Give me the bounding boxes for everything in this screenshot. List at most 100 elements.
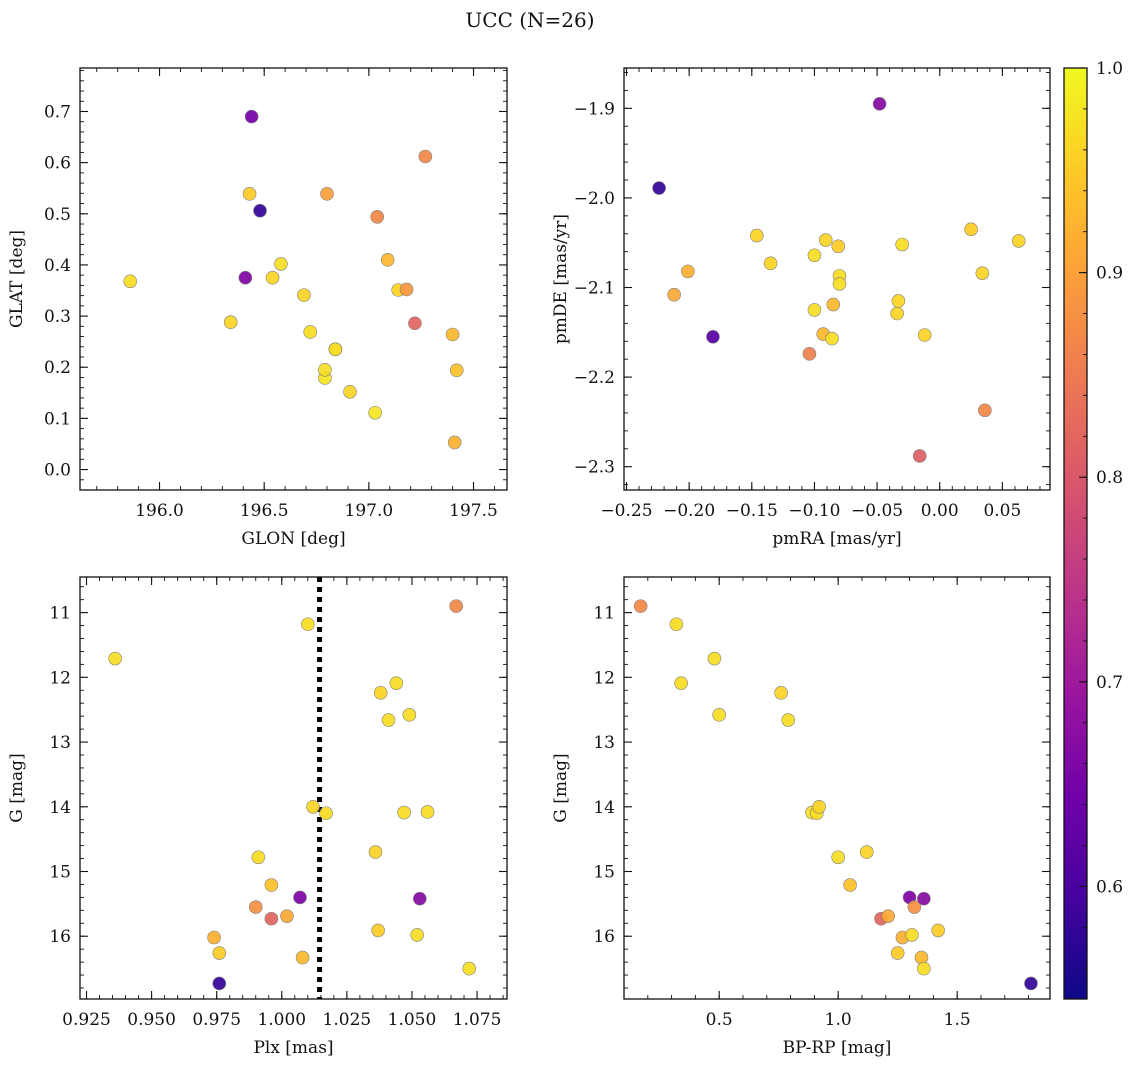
data-point bbox=[891, 294, 906, 308]
data-point bbox=[914, 950, 929, 965]
y-axis-label: G [mag] bbox=[551, 753, 571, 822]
colorbar-tick-label: 0.7 bbox=[1096, 673, 1123, 693]
data-point bbox=[917, 328, 932, 342]
data-point bbox=[912, 449, 927, 463]
data-point bbox=[674, 676, 688, 690]
x-tick-label: 0.950 bbox=[127, 1010, 176, 1030]
x-tick-label: −0.05 bbox=[851, 501, 903, 521]
data-point bbox=[264, 911, 279, 926]
x-tick-label: 1.5 bbox=[944, 1010, 971, 1030]
data-point bbox=[652, 181, 666, 195]
x-tick-label: 1.000 bbox=[257, 1010, 306, 1030]
x-tick-label: 0.925 bbox=[62, 1010, 111, 1030]
y-tick-label: 12 bbox=[49, 668, 71, 688]
data-point bbox=[633, 599, 648, 613]
data-point bbox=[447, 435, 462, 450]
data-point bbox=[826, 297, 841, 312]
x-tick-label: −0.25 bbox=[600, 501, 652, 521]
data-point bbox=[890, 946, 905, 960]
axes-frame bbox=[623, 67, 1051, 491]
data-point bbox=[812, 799, 826, 814]
data-point bbox=[978, 403, 992, 418]
data-point bbox=[843, 878, 857, 892]
y-tick-label: −2.0 bbox=[574, 189, 615, 209]
data-point bbox=[667, 287, 681, 302]
data-point bbox=[445, 327, 460, 342]
colorbar-tick-label: 0.8 bbox=[1096, 468, 1123, 488]
data-point bbox=[399, 282, 414, 297]
y-tick-label: 16 bbox=[49, 927, 71, 947]
data-point bbox=[301, 617, 315, 632]
data-point bbox=[1011, 234, 1026, 248]
data-point bbox=[418, 149, 433, 164]
colorbar-tick-label: 0.6 bbox=[1096, 877, 1123, 897]
y-tick-label: 0.1 bbox=[44, 409, 71, 429]
x-tick-label: 197.0 bbox=[345, 501, 394, 521]
x-axis-label: Plx [mas] bbox=[253, 1038, 333, 1058]
x-tick-label: 196.5 bbox=[240, 501, 289, 521]
y-tick-label: −1.9 bbox=[574, 99, 615, 119]
data-point bbox=[297, 288, 311, 302]
data-point bbox=[859, 845, 874, 859]
axes-frame bbox=[79, 576, 508, 1000]
data-point bbox=[389, 676, 404, 690]
data-point bbox=[807, 303, 822, 317]
data-point bbox=[274, 257, 288, 271]
y-tick-label: 0.7 bbox=[44, 102, 71, 122]
data-point bbox=[712, 708, 726, 722]
data-point bbox=[825, 331, 839, 346]
y-axis-label: pmDE [mas/yr] bbox=[551, 214, 571, 344]
data-point bbox=[831, 850, 845, 865]
y-tick-label: 0.6 bbox=[44, 154, 71, 174]
y-tick-label: −2.1 bbox=[574, 279, 615, 299]
data-point bbox=[368, 405, 382, 420]
y-tick-label: 0.4 bbox=[44, 256, 71, 276]
scatter-panels: 196.0 196.5 197.0 197.50.00.10.20.30.40.50.… bbox=[7, 67, 1051, 1058]
data-point bbox=[872, 97, 887, 111]
y-tick-label: 15 bbox=[49, 862, 71, 882]
x-tick-label: −0.20 bbox=[663, 501, 715, 521]
data-point bbox=[373, 686, 388, 700]
y-tick-label: 11 bbox=[593, 604, 615, 624]
y-tick-label: 0.2 bbox=[44, 358, 71, 378]
data-point bbox=[707, 651, 722, 666]
data-point bbox=[408, 316, 422, 331]
data-point bbox=[207, 930, 221, 945]
x-axis-label: pmRA [mas/yr] bbox=[772, 529, 901, 549]
data-point bbox=[244, 109, 259, 124]
x-tick-label: 1.050 bbox=[388, 1010, 437, 1030]
data-point bbox=[303, 325, 318, 339]
y-tick-label: 16 bbox=[593, 927, 615, 947]
data-point bbox=[905, 928, 919, 942]
panel-pmra-pmde: −0.25 −0.20 −0.15 −0.10 −0.05 0.00 0.05 −2.3 −2.… bbox=[551, 67, 1051, 549]
data-point bbox=[807, 248, 822, 263]
x-axis-label: BP-RP [mag] bbox=[783, 1038, 892, 1058]
axes-frame bbox=[79, 67, 508, 491]
data-point bbox=[319, 806, 333, 821]
data-point bbox=[371, 923, 385, 938]
data-point bbox=[306, 799, 320, 814]
y-tick-label: 0.0 bbox=[44, 461, 71, 481]
data-point bbox=[253, 203, 267, 218]
data-point bbox=[449, 363, 464, 378]
data-point bbox=[212, 946, 227, 960]
data-point bbox=[320, 187, 334, 201]
y-tick-label: 13 bbox=[49, 733, 71, 753]
data-point bbox=[242, 187, 257, 201]
data-point bbox=[402, 708, 417, 722]
data-point bbox=[264, 878, 279, 892]
data-point bbox=[380, 253, 395, 267]
data-point bbox=[370, 210, 385, 224]
data-point bbox=[964, 222, 978, 237]
data-point bbox=[368, 845, 383, 859]
data-point bbox=[763, 256, 778, 271]
x-tick-label: 0.975 bbox=[192, 1010, 241, 1030]
data-point bbox=[895, 237, 909, 252]
data-point bbox=[381, 713, 396, 727]
axes-frame bbox=[623, 576, 1051, 1000]
colorbar-tick-label: 0.9 bbox=[1096, 264, 1123, 284]
y-tick-label: −2.3 bbox=[574, 458, 615, 478]
data-point bbox=[223, 315, 238, 330]
x-tick-label: 1.075 bbox=[453, 1010, 502, 1030]
